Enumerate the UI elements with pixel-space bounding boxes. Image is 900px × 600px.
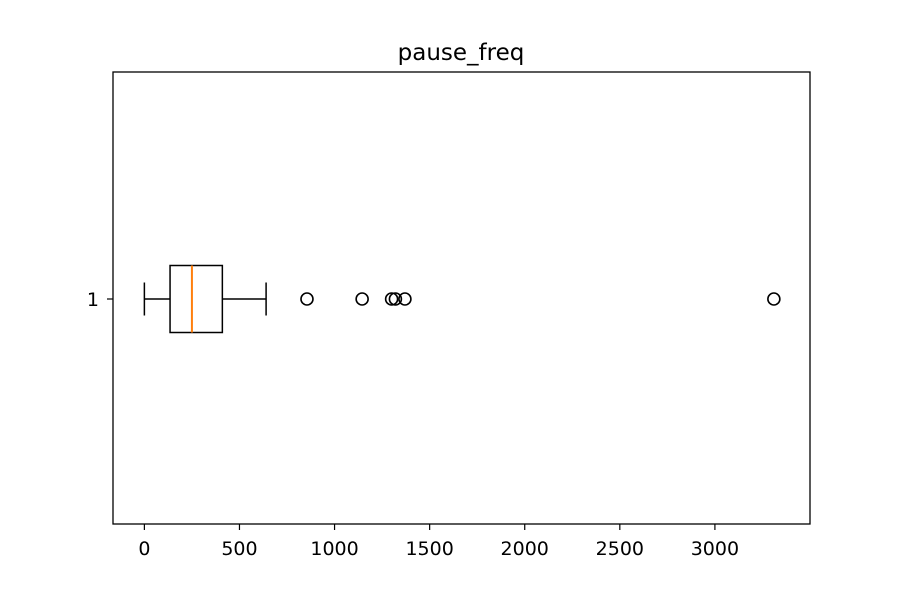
- iqr-box: [169, 264, 224, 334]
- x-tick-label: 500: [221, 538, 257, 560]
- outlier-point: [398, 292, 412, 306]
- x-tick-label: 1500: [405, 538, 453, 560]
- chart-title: pause_freq: [398, 40, 525, 66]
- outlier-point: [384, 292, 399, 306]
- outlier-point: [355, 292, 369, 306]
- outlier-point: [300, 292, 314, 306]
- outlier-point: [388, 292, 403, 306]
- x-tick-label: 0: [138, 538, 150, 560]
- plot-area-frame: [112, 71, 811, 525]
- y-tick-label: 1: [87, 289, 99, 311]
- x-tick-label: 3000: [691, 538, 739, 560]
- x-tick-label: 1000: [310, 538, 358, 560]
- x-tick-label: 2000: [501, 538, 549, 560]
- outlier-point: [767, 292, 781, 306]
- x-tick-label: 2500: [596, 538, 644, 560]
